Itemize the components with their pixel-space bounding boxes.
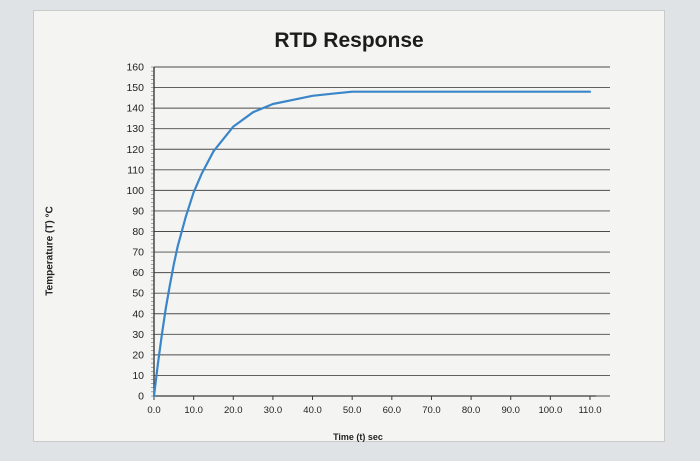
series-line (152, 90, 592, 398)
y-tick-label: 0 (138, 391, 144, 403)
y-tick-label: 80 (132, 226, 144, 238)
x-tick-label: 80.0 (462, 405, 481, 416)
chart-plot: 0 10 20 30 40 50 60 70 80 90 100 110 120 130 140 150 160… (126, 62, 610, 416)
chart-title: RTD Response (274, 29, 424, 52)
y-tick-label: 20 (132, 349, 144, 361)
y-tick-label: 30 (132, 329, 144, 341)
y-tick-label: 120 (126, 144, 144, 156)
y-tick-label: 70 (132, 247, 144, 259)
y-tick-label: 130 (126, 123, 144, 135)
x-tick-label: 110.0 (578, 405, 601, 416)
x-tick-label: 10.0 (184, 405, 203, 416)
y-tick-label: 10 (132, 370, 144, 382)
y-tick-label: 160 (126, 62, 144, 74)
y-tick-label: 60 (132, 267, 144, 279)
x-tick-label: 0.0 (147, 405, 160, 416)
x-tick-label: 60.0 (383, 405, 402, 416)
x-tick-label: 40.0 (303, 405, 322, 416)
y-tick-label: 100 (126, 185, 144, 197)
x-tick-label: 50.0 (343, 405, 362, 416)
x-axis-label: Time (t) sec (333, 432, 383, 442)
chart-frame: RTD Response Temperature (T) °C Time (t)… (33, 10, 665, 442)
y-tick-label: 50 (132, 288, 144, 300)
y-tick-label: 110 (127, 164, 144, 176)
y-tick-label: 90 (132, 205, 144, 217)
x-tick-label: 100.0 (538, 405, 562, 416)
x-tick-label: 30.0 (264, 405, 283, 416)
y-tick-label: 150 (126, 82, 144, 94)
y-tick-label: 40 (132, 308, 144, 320)
x-tick-label: 20.0 (224, 405, 243, 416)
y-tick-label: 140 (126, 103, 144, 115)
x-tick-label: 90.0 (501, 405, 520, 416)
x-tick-label: 70.0 (422, 405, 441, 416)
